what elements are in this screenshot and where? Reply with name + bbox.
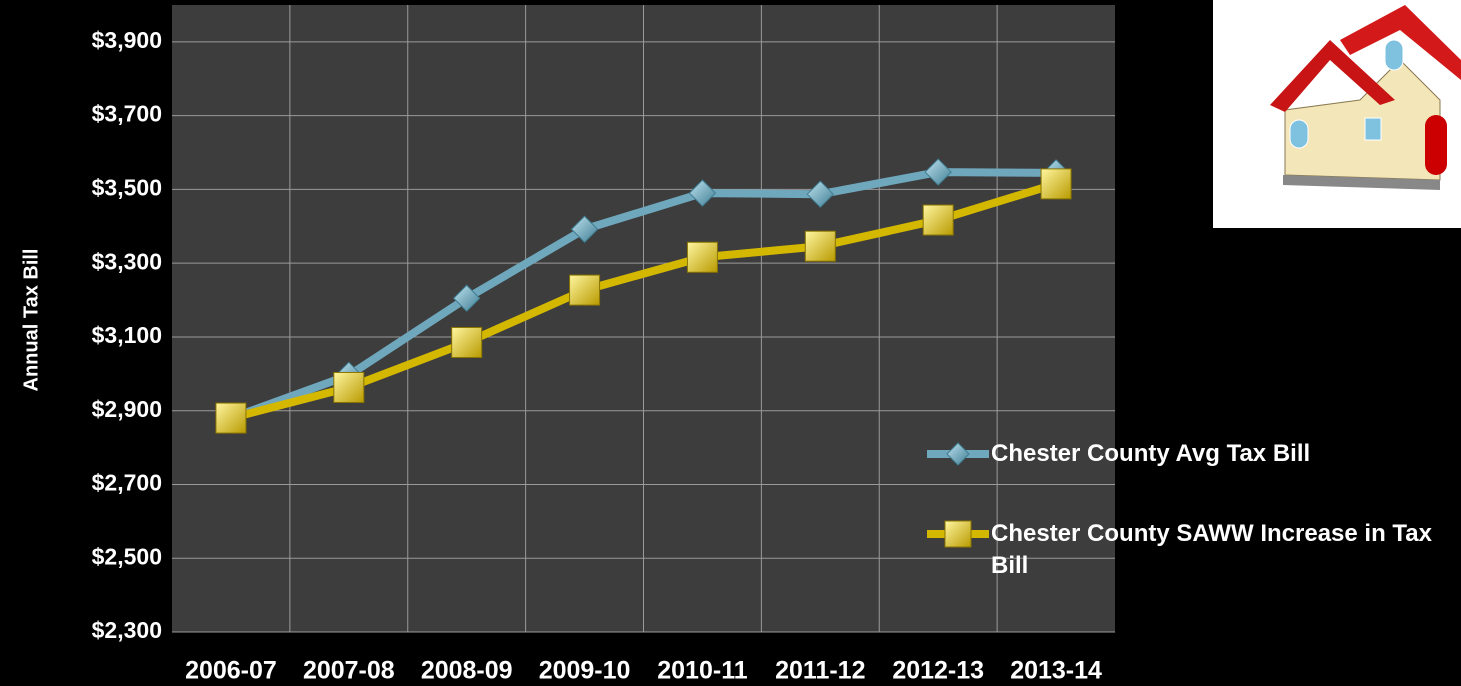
data-point [570,215,599,243]
x-tick-label: 2013-14 [1010,657,1102,685]
y-tick-label: $3,300 [92,248,162,274]
y-tick-label: $3,500 [92,174,162,200]
x-tick-label: 2010-11 [657,657,747,685]
y-tick-label: $3,700 [92,101,162,127]
x-tick-label: 2011-12 [775,657,865,685]
x-tick-label: 2009-10 [539,657,631,685]
x-tick-label: 2006-07 [185,657,277,685]
series-line [229,180,1058,422]
series-line [229,168,1057,422]
data-point [686,241,718,273]
y-tick-label: $2,500 [92,543,162,569]
data-point [806,180,835,208]
data-point [451,326,483,358]
y-tick-label: $2,700 [92,470,162,496]
legend-label: Chester County SAWW Increase in Tax Bill [991,520,1432,579]
data-point [688,179,717,207]
house-icon [1213,0,1461,228]
x-tick-label: 2007-08 [303,657,395,685]
data-point [922,204,954,236]
y-axis-title: Annual Tax Bill [20,249,42,392]
y-tick-label: $2,900 [92,396,162,422]
data-point [569,274,601,306]
x-tick-label: 2008-09 [421,657,513,685]
x-tick-label: 2012-13 [892,657,984,685]
y-tick-label: $2,300 [92,617,162,643]
legend-label: Chester County Avg Tax Bill [991,440,1311,467]
y-tick-label: $3,100 [92,322,162,348]
data-point [1040,168,1072,200]
legend-swatch [927,442,989,466]
data-point [333,371,365,403]
legend-swatch [927,520,989,548]
legend-entry: Chester County Avg Tax Bill [925,438,1455,470]
y-tick-label: $3,900 [92,27,162,53]
data-point [804,230,836,262]
data-point [215,402,247,434]
data-point [452,284,481,312]
legend-entry: Chester County SAWW Increase in Tax Bill [925,518,1455,582]
data-point [924,158,952,186]
